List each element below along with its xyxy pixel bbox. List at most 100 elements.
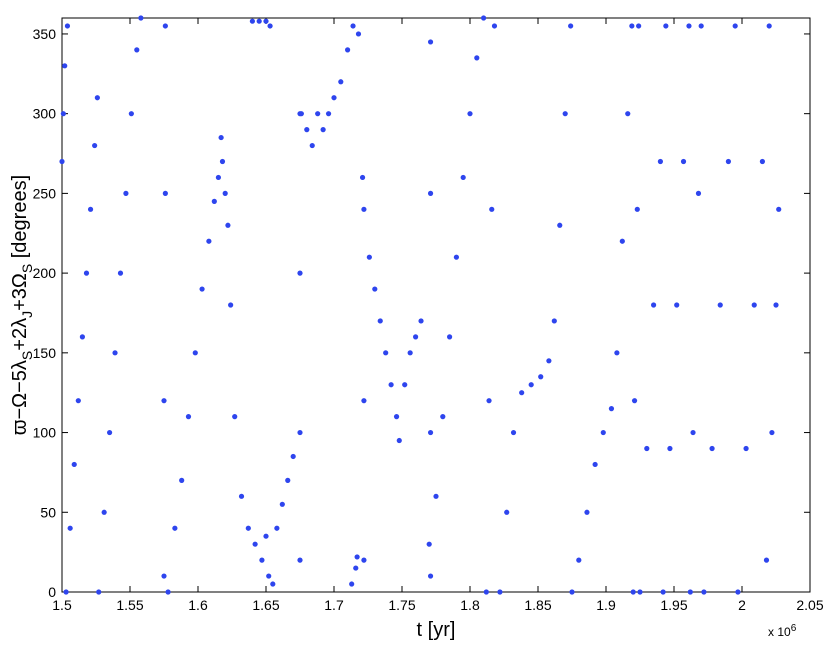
point bbox=[735, 589, 741, 595]
x-tick-label: 1.65 bbox=[252, 597, 279, 613]
point bbox=[486, 398, 492, 404]
point bbox=[252, 541, 258, 547]
point bbox=[161, 573, 167, 579]
point bbox=[165, 589, 171, 595]
point bbox=[63, 589, 69, 595]
point bbox=[245, 525, 251, 531]
point bbox=[769, 429, 775, 436]
point bbox=[353, 565, 359, 571]
point bbox=[249, 18, 255, 24]
point bbox=[345, 47, 351, 53]
point bbox=[427, 190, 434, 196]
point bbox=[315, 111, 321, 117]
point bbox=[279, 501, 285, 507]
point bbox=[698, 23, 704, 29]
y-tick-label: 350 bbox=[33, 26, 57, 42]
point bbox=[701, 589, 707, 595]
point bbox=[285, 477, 291, 483]
point bbox=[117, 270, 124, 276]
point bbox=[569, 589, 575, 595]
point bbox=[629, 23, 635, 29]
point bbox=[427, 39, 434, 45]
point bbox=[690, 429, 696, 436]
point bbox=[256, 18, 262, 24]
point bbox=[759, 158, 766, 165]
point bbox=[359, 174, 366, 181]
point bbox=[123, 190, 129, 196]
point bbox=[497, 589, 503, 595]
point bbox=[510, 429, 517, 436]
point bbox=[440, 414, 446, 420]
x-tick-label: 1.95 bbox=[660, 597, 687, 613]
point bbox=[402, 382, 408, 388]
point bbox=[538, 374, 544, 380]
x-tick-label: 1.9 bbox=[596, 597, 616, 613]
y-label-subscript: J bbox=[19, 311, 35, 318]
point bbox=[128, 111, 134, 117]
x-tick-label: 1.55 bbox=[116, 597, 143, 613]
y-tick-label: 300 bbox=[33, 106, 57, 122]
point bbox=[453, 254, 459, 260]
point bbox=[361, 557, 367, 563]
point bbox=[426, 541, 432, 547]
point bbox=[657, 158, 664, 165]
x-axis-label: t [yr] bbox=[417, 619, 456, 641]
point bbox=[584, 509, 590, 515]
point bbox=[92, 142, 98, 149]
point bbox=[361, 206, 367, 212]
point bbox=[297, 270, 303, 276]
point bbox=[238, 493, 245, 499]
point bbox=[267, 23, 273, 29]
x-tick-label: 1.7 bbox=[324, 597, 344, 613]
point bbox=[388, 382, 394, 388]
point bbox=[218, 134, 224, 141]
point bbox=[263, 533, 269, 539]
point bbox=[483, 589, 489, 595]
point bbox=[528, 382, 534, 388]
point bbox=[274, 525, 280, 531]
point bbox=[297, 557, 303, 563]
point bbox=[270, 581, 276, 587]
point bbox=[680, 158, 687, 165]
point bbox=[631, 398, 638, 404]
point bbox=[481, 15, 487, 21]
point bbox=[393, 414, 400, 420]
y-label-part: [degrees] bbox=[9, 175, 31, 264]
point bbox=[504, 509, 510, 515]
point bbox=[215, 174, 221, 181]
point bbox=[717, 302, 723, 308]
point bbox=[576, 557, 582, 563]
y-label-part: ϖ−Ω−5λ bbox=[9, 360, 31, 435]
point bbox=[592, 461, 598, 468]
point bbox=[396, 437, 402, 444]
point bbox=[732, 23, 738, 29]
point bbox=[474, 55, 480, 61]
point bbox=[568, 23, 574, 29]
point bbox=[546, 358, 552, 364]
point bbox=[630, 589, 636, 595]
point bbox=[709, 445, 715, 452]
point bbox=[644, 445, 650, 452]
point bbox=[349, 581, 355, 587]
point bbox=[355, 31, 362, 37]
point bbox=[467, 111, 473, 117]
point bbox=[211, 198, 217, 204]
y-tick-label: 150 bbox=[33, 345, 57, 361]
x-tick-label: 2 bbox=[738, 597, 746, 613]
point bbox=[372, 286, 378, 292]
point bbox=[112, 350, 118, 356]
point bbox=[225, 222, 231, 228]
point bbox=[266, 573, 272, 579]
point bbox=[219, 158, 226, 165]
point bbox=[87, 206, 94, 212]
y-label-part: +2λ bbox=[9, 318, 31, 351]
x-tick-label: 1.8 bbox=[460, 597, 480, 613]
point bbox=[625, 111, 631, 117]
point bbox=[298, 111, 304, 117]
point bbox=[743, 445, 749, 452]
point bbox=[600, 429, 606, 436]
y-label-subscript: S bbox=[19, 351, 35, 360]
point bbox=[320, 127, 326, 133]
point bbox=[361, 398, 367, 404]
y-tick-label: 50 bbox=[40, 504, 56, 520]
